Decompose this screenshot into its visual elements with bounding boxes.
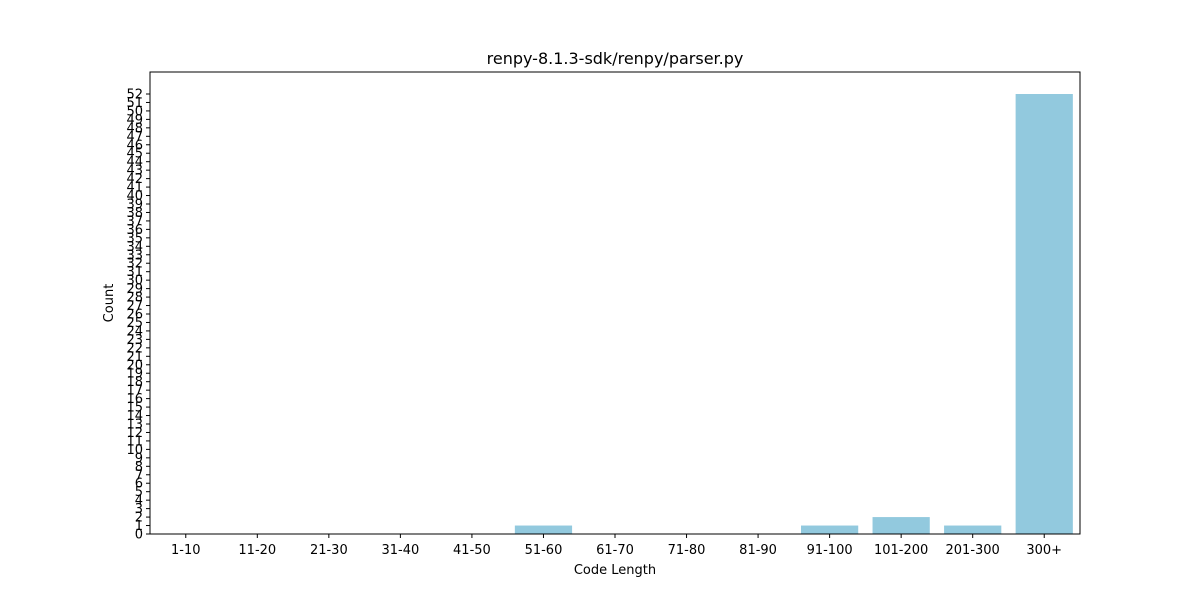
x-tick-label: 81-90 (739, 543, 777, 558)
y-tick-label: 28 (126, 291, 143, 306)
bar-101-200 (872, 517, 930, 534)
y-tick-label: 52 (126, 88, 143, 103)
x-tick-label: 101-200 (874, 543, 928, 558)
x-axis-ticks: 1-10 11-20 21-30 31-40 41-50 51-60 61-70 71-80 8… (171, 534, 1062, 558)
y-tick-label: 3 (135, 502, 143, 517)
y-tick-label: 22 (126, 341, 143, 356)
y-tick-label: 17 (126, 384, 143, 399)
bar-91-100 (801, 525, 859, 534)
y-tick-label: 26 (126, 308, 143, 323)
y-tick-label: 9 (135, 451, 143, 466)
y-axis-title: Count (102, 284, 117, 323)
y-tick-label: 51 (126, 96, 143, 111)
x-tick-label: 61-70 (596, 543, 634, 558)
y-tick-label: 2 (135, 511, 143, 526)
x-tick-label: 51-60 (525, 543, 563, 558)
y-tick-label: 34 (126, 240, 143, 255)
y-tick-label: 7 (135, 468, 143, 483)
y-tick-label: 38 (126, 206, 143, 221)
y-tick-label: 39 (126, 198, 143, 213)
y-tick-label: 29 (126, 282, 143, 297)
y-tick-label: 49 (126, 113, 143, 128)
x-tick-label: 1-10 (171, 543, 201, 558)
y-tick-label: 15 (126, 401, 143, 416)
y-tick-label: 25 (126, 316, 143, 331)
bar-300+ (1015, 94, 1073, 534)
y-tick-label: 43 (126, 164, 143, 179)
y-tick-label: 46 (126, 138, 143, 153)
x-axis-title: Code Length (574, 563, 656, 578)
x-tick-label: 21-30 (310, 543, 348, 558)
y-tick-label: 21 (126, 350, 143, 365)
y-tick-label: 19 (126, 367, 143, 382)
y-tick-label: 23 (126, 333, 143, 348)
y-tick-label: 6 (135, 477, 143, 492)
y-tick-label: 42 (126, 172, 143, 187)
y-tick-label: 40 (126, 189, 143, 204)
y-tick-label: 20 (126, 358, 143, 373)
y-tick-label: 45 (126, 147, 143, 162)
y-tick-label: 5 (135, 485, 143, 500)
y-tick-label: 0 (135, 528, 143, 543)
y-tick-label: 18 (126, 375, 143, 390)
y-tick-label: 12 (126, 426, 143, 441)
y-tick-label: 48 (126, 121, 143, 136)
y-tick-label: 14 (126, 409, 143, 424)
x-tick-label: 91-100 (807, 543, 853, 558)
x-tick-label: 71-80 (668, 543, 706, 558)
bar-51-60 (514, 525, 573, 534)
y-tick-label: 24 (126, 324, 143, 339)
y-tick-label: 16 (126, 392, 143, 407)
x-tick-label: 41-50 (453, 543, 491, 558)
x-tick-label: 31-40 (381, 543, 419, 558)
y-tick-label: 47 (126, 130, 143, 145)
y-tick-label: 4 (135, 494, 143, 509)
x-tick-label: 201-300 (946, 543, 1000, 558)
y-tick-label: 8 (135, 460, 143, 475)
y-axis-ticks: 0123456789101112131415161718192021222324… (126, 88, 150, 543)
y-tick-label: 33 (126, 248, 143, 263)
bar-201-300 (944, 525, 1002, 534)
chart-title: renpy-8.1.3-sdk/renpy/parser.py (487, 49, 744, 68)
bars-layer (514, 94, 1073, 534)
y-tick-label: 30 (126, 274, 143, 289)
y-tick-label: 35 (126, 231, 143, 246)
x-tick-label: 300+ (1026, 543, 1062, 558)
y-tick-label: 44 (126, 155, 143, 170)
y-tick-label: 27 (126, 299, 143, 314)
y-tick-label: 41 (126, 181, 143, 196)
y-tick-label: 10 (126, 443, 143, 458)
y-tick-label: 32 (126, 257, 143, 272)
plot-area-frame (149, 71, 1081, 535)
y-tick-label: 37 (126, 214, 143, 229)
y-tick-label: 13 (126, 418, 143, 433)
y-tick-label: 36 (126, 223, 143, 238)
x-tick-label: 11-20 (238, 543, 276, 558)
y-tick-label: 50 (126, 104, 143, 119)
y-tick-label: 1 (135, 519, 143, 534)
y-tick-label: 11 (126, 434, 143, 449)
y-tick-label: 31 (126, 265, 143, 280)
